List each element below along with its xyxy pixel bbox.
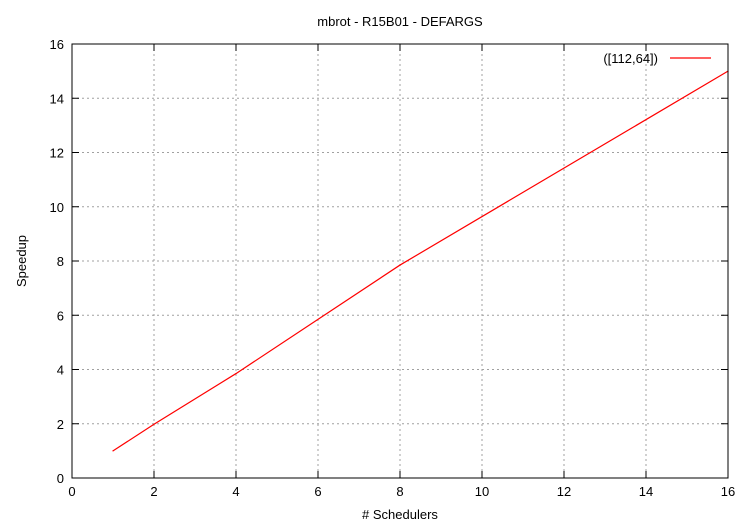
y-axis-label: Speedup <box>14 235 29 287</box>
y-tick-labels: 0 2 4 6 8 10 12 14 16 <box>50 37 64 486</box>
y-tick-label: 0 <box>57 471 64 486</box>
x-axis-label: # Schedulers <box>362 507 438 522</box>
series-layer <box>112 70 729 452</box>
legend-label: ([112,64]) <box>603 51 658 66</box>
x-tick-label: 10 <box>475 484 489 499</box>
x-tick-label: 8 <box>396 484 403 499</box>
grid-lines <box>72 44 728 478</box>
data-point <box>112 450 114 452</box>
data-point <box>235 372 237 375</box>
x-tick-label: 14 <box>639 484 653 499</box>
y-tick-label: 10 <box>50 200 64 215</box>
series-line <box>112 70 729 452</box>
y-tick-label: 6 <box>57 308 64 323</box>
y-tick-label: 4 <box>57 363 64 378</box>
x-tick-label: 2 <box>150 484 157 499</box>
y-tick-label: 14 <box>50 91 64 106</box>
y-tick-label: 16 <box>50 37 64 52</box>
data-point <box>153 423 155 425</box>
plot-frame <box>71 43 729 479</box>
data-point <box>399 264 401 266</box>
x-tick-labels: 0 2 4 6 8 10 12 14 16 <box>68 484 735 499</box>
y-tick-label: 2 <box>57 417 64 432</box>
x-tick-label: 4 <box>232 484 239 499</box>
chart-title: mbrot - R15B01 - DEFARGS <box>317 14 483 29</box>
x-tick-label: 16 <box>721 484 735 499</box>
legend: ([112,64]) <box>603 51 711 66</box>
x-tick-label: 12 <box>557 484 571 499</box>
x-tick-label: 6 <box>314 484 321 499</box>
x-tick-label: 0 <box>68 484 75 499</box>
y-tick-label: 12 <box>50 146 64 161</box>
y-tick-label: 8 <box>57 254 64 269</box>
